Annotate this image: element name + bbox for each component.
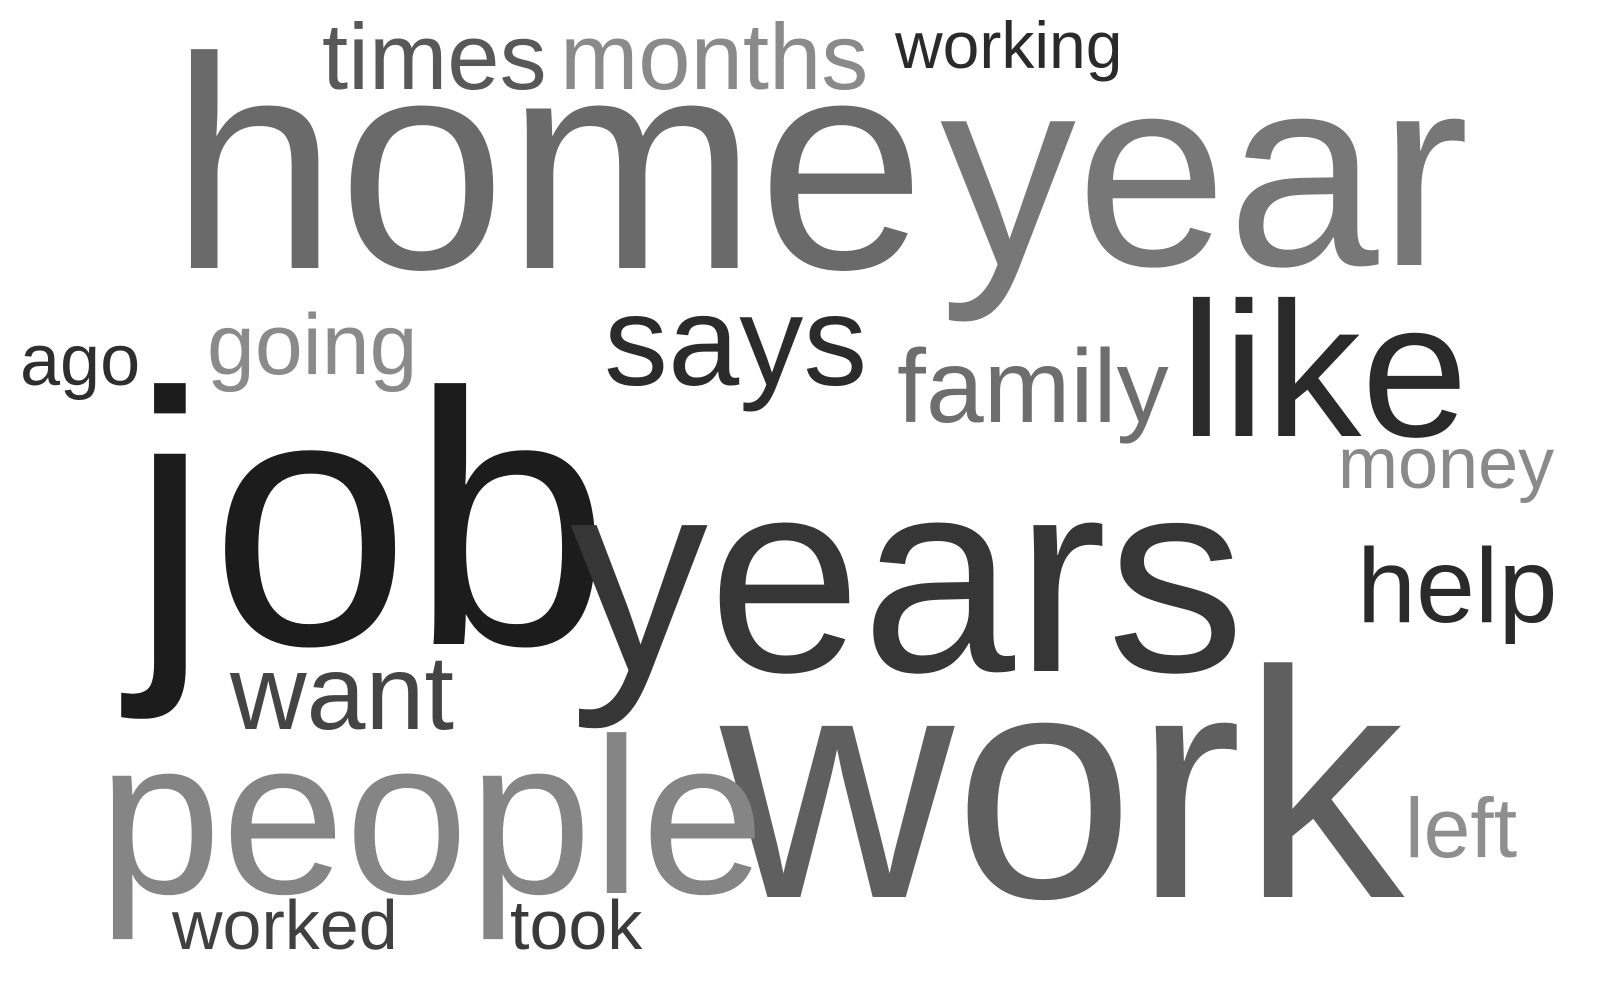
word-took: took bbox=[510, 886, 643, 964]
word-year: year bbox=[940, 19, 1470, 323]
word-people: people bbox=[98, 693, 765, 941]
word-ago: ago bbox=[20, 321, 141, 401]
word-months: months bbox=[560, 4, 869, 109]
word-going: going bbox=[207, 297, 418, 393]
word-says: says bbox=[604, 270, 868, 413]
word-family: family bbox=[897, 329, 1169, 445]
word-want: want bbox=[230, 634, 454, 752]
word-job: job bbox=[130, 319, 611, 721]
word-work: work bbox=[720, 604, 1405, 966]
word-help: help bbox=[1357, 527, 1558, 645]
word-worked: worked bbox=[172, 886, 398, 964]
word-working: working bbox=[895, 8, 1123, 82]
word-times: times bbox=[322, 4, 547, 109]
word-money: money bbox=[1338, 424, 1555, 504]
word-like: like bbox=[1180, 262, 1469, 477]
word-left: left bbox=[1405, 781, 1518, 875]
word-years: years bbox=[570, 422, 1245, 730]
word-home: home bbox=[170, 0, 926, 332]
